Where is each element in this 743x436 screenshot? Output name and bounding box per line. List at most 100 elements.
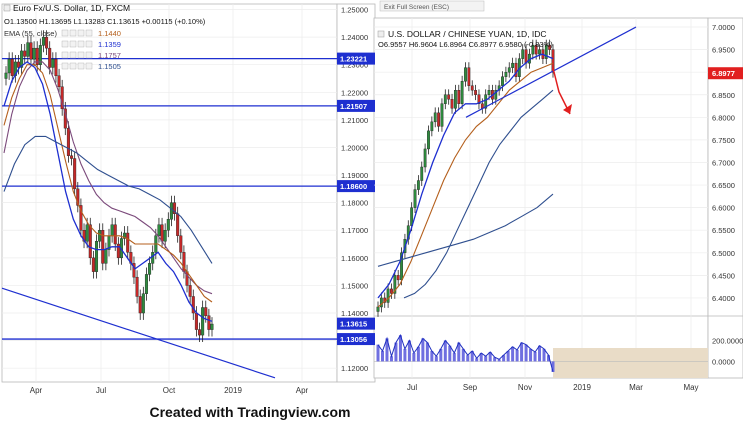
left-candle-body bbox=[179, 235, 183, 253]
left-y-tick-label: 1.19000 bbox=[341, 171, 368, 180]
left-candle-body bbox=[201, 307, 205, 336]
right-candle-body bbox=[494, 90, 498, 100]
left-candle-body bbox=[173, 202, 177, 214]
right-candle-body bbox=[484, 94, 488, 109]
right-candle-body bbox=[511, 62, 515, 68]
left-candle-body bbox=[141, 293, 145, 314]
left-candle-body bbox=[138, 296, 142, 314]
left-candle-body bbox=[20, 50, 24, 68]
left-indicator-button-icon bbox=[85, 62, 93, 70]
left-candle-body bbox=[54, 58, 58, 76]
left-x-tick-label: Jul bbox=[96, 386, 106, 395]
left-y-tick-label: 1.16000 bbox=[341, 254, 368, 263]
right-candle-body bbox=[427, 130, 430, 150]
left-candle-body bbox=[132, 263, 136, 278]
left-indicator-button-icon bbox=[85, 40, 93, 48]
right-x-tick-label: Jul bbox=[407, 383, 417, 392]
left-y-tick-label: 1.18000 bbox=[341, 199, 368, 208]
right-x-tick-label: Mar bbox=[629, 383, 643, 392]
left-candle-body bbox=[176, 213, 180, 236]
left-x-tick-label: 2019 bbox=[224, 386, 242, 395]
left-price-tag-label: 1.18600 bbox=[340, 182, 367, 191]
right-candle-body bbox=[416, 180, 420, 190]
right-candle-body bbox=[504, 71, 508, 77]
left-candle-body bbox=[51, 58, 55, 68]
right-candle-body bbox=[420, 166, 424, 181]
right-y-tick-label: 6.5000 bbox=[712, 249, 735, 258]
left-candle-body bbox=[82, 230, 86, 242]
right-candle-body bbox=[548, 44, 552, 50]
right-candle-body bbox=[454, 90, 457, 109]
footer-caption: Created with Tradingview.com bbox=[149, 404, 351, 420]
left-candle-body bbox=[73, 158, 77, 190]
right-x-tick-label: Sep bbox=[463, 383, 478, 392]
right-forecast-arrowhead bbox=[563, 104, 572, 114]
right-y-tick-label: 6.4500 bbox=[712, 271, 735, 280]
left-candle-body bbox=[160, 224, 164, 242]
left-candle-body bbox=[113, 224, 117, 245]
left-candle-body bbox=[10, 58, 14, 76]
right-y-tick-label: 6.5500 bbox=[712, 226, 735, 235]
left-candle-body bbox=[91, 257, 95, 272]
left-x-tick-label: Apr bbox=[30, 386, 43, 395]
left-candle-body bbox=[95, 241, 99, 272]
exit-fullscreen-label: Exit Full Screen (ESC) bbox=[384, 4, 449, 11]
left-ema-slow-line bbox=[3, 61, 213, 295]
right-candle-body bbox=[386, 288, 390, 303]
left-candle-body bbox=[123, 232, 127, 239]
right-y-tick-label: 6.7500 bbox=[712, 136, 735, 145]
left-candle-body bbox=[23, 50, 27, 57]
left-price-tag bbox=[337, 99, 375, 112]
left-candle-body bbox=[79, 205, 83, 231]
left-candle-body bbox=[76, 188, 80, 206]
left-chart-title: Euro Fx/U.S. Dollar, 1D, FXCM bbox=[13, 3, 130, 13]
left-collapse-icon bbox=[3, 4, 11, 12]
left-y-tick-label: 1.25000 bbox=[341, 6, 368, 15]
left-price-tag-label: 1.21507 bbox=[340, 102, 367, 111]
right-x-tick-label: Nov bbox=[518, 383, 532, 392]
right-candle-body bbox=[433, 112, 437, 123]
left-indicator-button-icon bbox=[69, 29, 77, 37]
right-y-tick-label: 6.8500 bbox=[712, 91, 735, 100]
left-price-tag-label: 1.23221 bbox=[340, 55, 367, 64]
right-chart-title: U.S. DOLLAR / CHINESE YUAN, 1D, IDC bbox=[388, 29, 547, 39]
left-candle-body bbox=[116, 243, 120, 259]
left-candle-body bbox=[48, 47, 52, 68]
left-price-tag bbox=[337, 52, 375, 65]
indicator-line bbox=[377, 334, 554, 373]
left-candle-body bbox=[204, 307, 208, 316]
left-y-tick-label: 1.14000 bbox=[341, 309, 368, 318]
left-candle-body bbox=[57, 75, 61, 87]
right-candle-body bbox=[450, 99, 454, 109]
right-price-tag-label: 6.8977 bbox=[712, 69, 735, 78]
right-candle-body bbox=[447, 94, 451, 100]
left-y-tick-label: 1.17000 bbox=[341, 226, 368, 235]
right-y-tick-label: 7.0000 bbox=[712, 23, 735, 32]
right-candle-body bbox=[460, 81, 464, 104]
left-indicator-button-icon bbox=[77, 29, 85, 37]
left-candle-body bbox=[194, 312, 198, 330]
left-price-tag-label: 1.13056 bbox=[340, 335, 367, 344]
left-candle-body bbox=[151, 252, 155, 264]
left-candle-body bbox=[207, 315, 211, 330]
left-y-tick-label: 1.23000 bbox=[341, 61, 368, 70]
right-candle-body bbox=[437, 112, 440, 127]
right-candle-body bbox=[443, 94, 447, 104]
right-candle-body bbox=[440, 103, 444, 127]
indicator-shaded-zone bbox=[553, 348, 708, 378]
right-candle-body bbox=[376, 306, 380, 312]
left-candle-body bbox=[98, 230, 102, 242]
left-y-tick-label: 1.21000 bbox=[341, 116, 368, 125]
left-indicator-button-icon bbox=[61, 40, 69, 48]
left-x-tick-label: Oct bbox=[163, 386, 176, 395]
left-candle-body bbox=[104, 249, 108, 264]
right-trendline bbox=[465, 26, 637, 118]
right-candle-body bbox=[423, 148, 427, 168]
left-candle-body bbox=[32, 47, 36, 60]
right-candle-body bbox=[544, 44, 548, 59]
left-x-tick-label: Apr bbox=[296, 386, 309, 395]
indicator-y-tick-label: 0.0000 bbox=[712, 357, 735, 366]
left-candle-body bbox=[191, 296, 195, 314]
left-candle-body bbox=[101, 230, 105, 264]
left-candle-body bbox=[198, 329, 202, 336]
